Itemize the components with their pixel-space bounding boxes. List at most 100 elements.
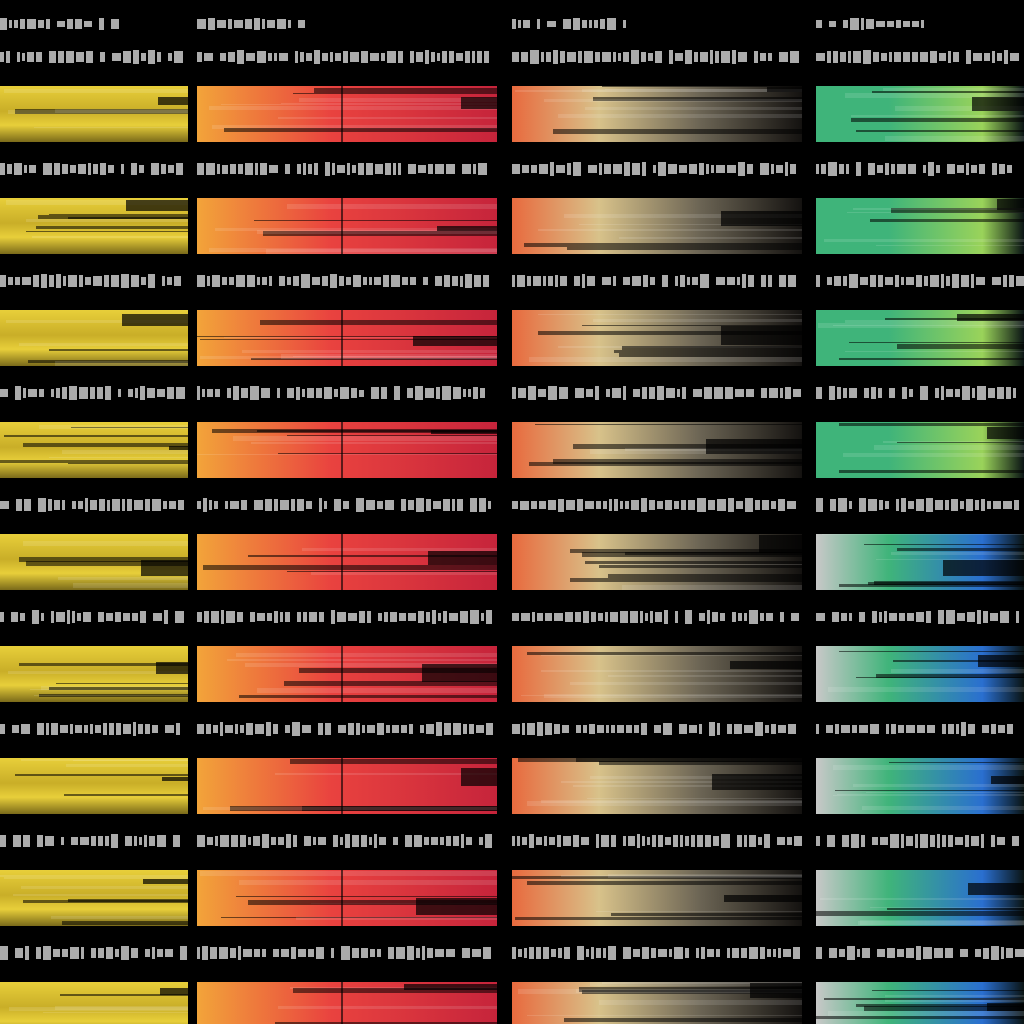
- glyph-mark: [871, 836, 878, 846]
- swatch-divider: [341, 534, 343, 590]
- glyph-mark: [930, 834, 936, 848]
- column-1-row-2-swatch: [0, 198, 188, 254]
- glyph-mark: [98, 948, 104, 958]
- column-4-row-1-label: [816, 48, 1024, 66]
- glyph-mark: [617, 724, 624, 734]
- glitch-streak: [599, 565, 802, 568]
- glyph-mark: [1015, 948, 1024, 958]
- glyph-mark: [15, 277, 20, 285]
- glyph-mark: [359, 610, 365, 624]
- glyph-mark: [955, 388, 960, 398]
- glyph-mark: [334, 388, 338, 398]
- glyph-mark: [314, 163, 318, 175]
- glyph-mark: [219, 947, 228, 959]
- glyph-mark: [197, 386, 200, 400]
- glitch-streak: [67, 463, 188, 464]
- glyph-mark: [744, 725, 753, 733]
- glyph-mark: [140, 611, 146, 623]
- swatch-gradient: [0, 982, 188, 1024]
- glitch-streak: [26, 561, 188, 566]
- column-4-row-4-swatch: [816, 422, 1024, 478]
- glyph-mark: [54, 163, 60, 175]
- glyph-mark: [597, 724, 604, 734]
- glyph-mark: [705, 835, 712, 847]
- glyph-mark: [946, 610, 955, 624]
- glyph-mark: [394, 386, 400, 400]
- glyph-mark: [208, 18, 215, 30]
- glyph-mark: [657, 386, 664, 400]
- glyph-mark: [407, 946, 414, 960]
- glyph-mark: [46, 18, 50, 30]
- glyph-mark: [816, 498, 823, 512]
- glitch-streak: [610, 913, 802, 916]
- glyph-mark: [829, 499, 836, 511]
- glyph-mark: [916, 611, 924, 622]
- glyph-mark: [352, 948, 359, 958]
- glyph-mark: [221, 610, 224, 624]
- glyph-mark: [878, 499, 883, 511]
- glyph-mark: [641, 836, 645, 846]
- glyph-mark: [778, 498, 785, 512]
- glyph-mark: [727, 947, 730, 959]
- glyph-mark: [24, 164, 27, 174]
- glyph-mark: [325, 722, 331, 736]
- glyph-mark: [537, 722, 543, 736]
- column-4-row-7-swatch: [816, 758, 1024, 814]
- glyph-mark: [537, 18, 540, 30]
- glyph-mark: [643, 275, 648, 287]
- glitch-streak: [245, 663, 497, 667]
- glyph-mark: [539, 501, 546, 509]
- glyph-mark: [583, 611, 589, 623]
- glyph-mark: [651, 947, 656, 959]
- glyph-mark: [816, 52, 825, 62]
- glyph-mark: [524, 948, 527, 958]
- glyph-mark: [791, 613, 799, 621]
- glitch-streak: [48, 214, 188, 215]
- glyph-mark: [121, 946, 129, 960]
- glyph-mark: [966, 163, 969, 175]
- glyph-mark: [760, 162, 769, 176]
- glyph-mark: [527, 722, 535, 736]
- glyph-mark: [128, 388, 133, 398]
- glyph-mark: [917, 724, 925, 734]
- glyph-mark: [366, 163, 373, 175]
- glyph-mark: [599, 162, 602, 176]
- glyph-mark: [75, 52, 84, 62]
- column-3-row-2-label: [512, 160, 802, 178]
- glyph-mark: [331, 610, 335, 624]
- glyph-mark: [654, 725, 661, 733]
- glyph-mark: [641, 723, 647, 735]
- column-3-row-8-label: [512, 832, 802, 850]
- glyph-mark: [754, 51, 758, 63]
- glitch-streak: [870, 219, 1024, 222]
- glyph-mark: [1009, 274, 1015, 288]
- glyph-mark: [550, 162, 554, 176]
- glyph-mark: [693, 388, 702, 398]
- glitch-streak: [884, 998, 1024, 1002]
- glyph-mark: [841, 834, 850, 848]
- glyph-mark: [255, 163, 258, 175]
- glyph-mark: [385, 500, 394, 510]
- glyph-mark: [771, 724, 776, 734]
- glyph-mark: [370, 52, 379, 62]
- glyph-mark: [375, 163, 383, 175]
- glyph-mark: [866, 18, 874, 30]
- glitch-streak: [897, 344, 1024, 349]
- column-2-row-1-swatch: [197, 86, 497, 142]
- glyph-mark: [558, 948, 562, 958]
- glyph-mark: [135, 388, 138, 398]
- glyph-mark: [873, 51, 880, 63]
- glyph-mark: [1012, 836, 1019, 846]
- glyph-mark: [470, 610, 479, 624]
- glitch-streak: [33, 695, 188, 696]
- glyph-mark: [764, 834, 771, 848]
- glyph-mark: [600, 834, 609, 848]
- glyph-mark: [623, 386, 626, 400]
- glyph-mark: [112, 53, 122, 61]
- glitch-streak: [853, 208, 1024, 210]
- glyph-mark: [374, 834, 377, 848]
- glyph-mark: [21, 724, 30, 734]
- glyph-mark: [604, 164, 611, 174]
- glitch-streak: [266, 249, 497, 254]
- glyph-mark: [914, 834, 918, 848]
